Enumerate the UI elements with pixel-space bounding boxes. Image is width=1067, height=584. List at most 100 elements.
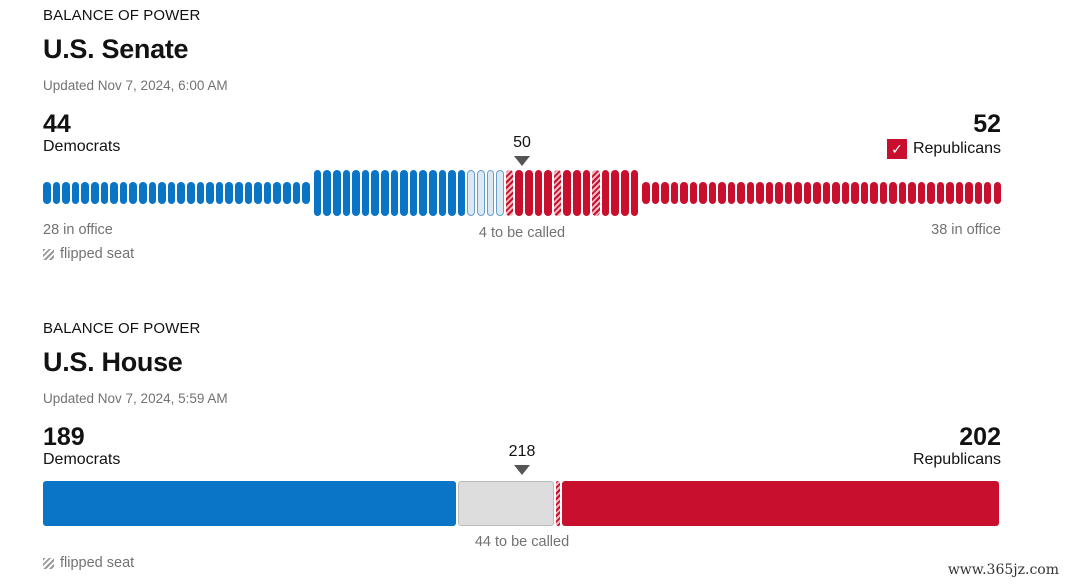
senate-title: U.S. Senate bbox=[43, 34, 189, 64]
dem-in-office-seat bbox=[263, 182, 272, 204]
house-dem-total: 189 bbox=[43, 423, 85, 451]
rep-in-office-seat bbox=[870, 182, 878, 204]
dem-in-office-seat bbox=[273, 182, 281, 204]
rep-in-office-seat bbox=[651, 182, 660, 204]
rep-in-office-seat bbox=[832, 182, 840, 204]
dem-in-office-seat bbox=[81, 182, 89, 204]
dem-in-office-seat bbox=[148, 182, 157, 204]
house-to-be-called: 44 to be called bbox=[474, 534, 570, 550]
dem-in-office-seat bbox=[254, 182, 262, 204]
rep-in-office-seat bbox=[946, 182, 954, 204]
undecided-seat bbox=[477, 170, 485, 216]
dem-won-seat bbox=[333, 170, 341, 216]
rep-in-office-seat bbox=[851, 182, 859, 204]
rep-in-office-seat bbox=[879, 182, 888, 204]
rep-won-seat bbox=[630, 170, 639, 216]
rep-in-office-seat bbox=[965, 182, 973, 204]
rep-won-seat bbox=[621, 170, 629, 216]
senate-flip-legend: flipped seat bbox=[43, 246, 134, 262]
dem-won-seat bbox=[313, 170, 322, 216]
house-threshold-arrow-icon bbox=[514, 465, 530, 475]
dem-in-office-seat bbox=[244, 182, 253, 204]
house-rep-bar bbox=[562, 481, 999, 526]
dem-won-seat bbox=[342, 170, 351, 216]
house-undecided-bar bbox=[457, 481, 554, 526]
rep-in-office-seat bbox=[889, 182, 897, 204]
rep-won-seat bbox=[544, 170, 552, 216]
house-seat-chart bbox=[43, 481, 1001, 526]
dem-in-office-seat bbox=[187, 182, 195, 204]
rep-in-office-seat bbox=[984, 182, 992, 204]
house-title: U.S. House bbox=[43, 347, 183, 377]
house-flip-legend: flipped seat bbox=[43, 555, 134, 571]
senate-updated: Updated Nov 7, 2024, 6:00 AM bbox=[43, 78, 228, 93]
rep-won-seat bbox=[582, 170, 591, 216]
dem-in-office-seat bbox=[71, 182, 80, 204]
senate-seat-chart bbox=[43, 170, 1001, 220]
house-updated: Updated Nov 7, 2024, 5:59 AM bbox=[43, 391, 228, 406]
rep-in-office-seat bbox=[803, 182, 812, 204]
senate-eyebrow: BALANCE OF POWER bbox=[43, 7, 201, 24]
senate-dem-in-office: 28 in office bbox=[43, 222, 113, 238]
dem-in-office-seat bbox=[292, 182, 301, 204]
senate-flip-legend-label: flipped seat bbox=[60, 246, 135, 262]
dem-won-seat bbox=[448, 170, 456, 216]
undecided-seat bbox=[486, 170, 495, 216]
rep-won-seat bbox=[573, 170, 581, 216]
senate-dem-label: Democrats bbox=[43, 138, 121, 155]
dem-in-office-seat bbox=[177, 182, 185, 204]
dem-won-seat bbox=[457, 170, 466, 216]
rep-in-office-seat bbox=[699, 182, 707, 204]
dem-won-seat bbox=[400, 170, 408, 216]
rep-in-office-seat bbox=[993, 182, 1001, 204]
house-rep-total: 202 bbox=[959, 423, 1001, 451]
rep-won-seat bbox=[611, 170, 619, 216]
rep-in-office-seat bbox=[860, 182, 869, 204]
rep-in-office-seat bbox=[718, 182, 726, 204]
rep-in-office-seat bbox=[955, 182, 963, 204]
rep-in-office-seat bbox=[794, 182, 802, 204]
dem-in-office-seat bbox=[283, 182, 291, 204]
rep-won-seat bbox=[601, 170, 610, 216]
dem-in-office-seat bbox=[43, 182, 51, 204]
dem-won-seat bbox=[419, 170, 427, 216]
dem-in-office-seat bbox=[225, 182, 233, 204]
flipped-seat-swatch-icon bbox=[43, 557, 54, 569]
dem-in-office-seat bbox=[206, 182, 214, 204]
rep-in-office-seat bbox=[680, 182, 688, 204]
rep-in-office-seat bbox=[746, 182, 755, 204]
house-rep-flipped-bar bbox=[555, 481, 561, 526]
dem-won-seat bbox=[409, 170, 418, 216]
rep-won-seat bbox=[525, 170, 533, 216]
senate-rep-label: Republicans bbox=[912, 140, 1001, 157]
flipped-seat-swatch-icon bbox=[43, 248, 54, 260]
senate-rep-in-office: 38 in office bbox=[931, 222, 1001, 238]
winner-check-icon: ✓ bbox=[887, 139, 907, 159]
rep-in-office-seat bbox=[908, 182, 916, 204]
dem-in-office-seat bbox=[235, 182, 243, 204]
dem-won-seat bbox=[390, 170, 399, 216]
rep-in-office-seat bbox=[661, 182, 669, 204]
rep-in-office-seat bbox=[784, 182, 793, 204]
rep-flipped-seat bbox=[505, 170, 514, 216]
dem-in-office-seat bbox=[302, 182, 310, 204]
dem-won-seat bbox=[429, 170, 437, 216]
house-section: BALANCE OF POWER U.S. House Updated Nov … bbox=[43, 313, 1001, 584]
rep-in-office-seat bbox=[917, 182, 926, 204]
senate-dem-total: 44 bbox=[43, 110, 71, 138]
dem-won-seat bbox=[323, 170, 331, 216]
rep-flipped-seat bbox=[553, 170, 562, 216]
senate-to-be-called: 4 to be called bbox=[478, 225, 566, 241]
house-rep-label: Republicans bbox=[912, 451, 1001, 468]
rep-won-seat bbox=[534, 170, 543, 216]
dem-in-office-seat bbox=[91, 182, 99, 204]
dem-in-office-seat bbox=[158, 182, 166, 204]
dem-in-office-seat bbox=[215, 182, 224, 204]
dem-won-seat bbox=[371, 170, 379, 216]
rep-in-office-seat bbox=[642, 182, 650, 204]
senate-threshold-arrow-icon bbox=[514, 156, 530, 166]
undecided-seat bbox=[467, 170, 475, 216]
house-eyebrow: BALANCE OF POWER bbox=[43, 320, 201, 337]
rep-in-office-seat bbox=[813, 182, 821, 204]
rep-in-office-seat bbox=[737, 182, 745, 204]
